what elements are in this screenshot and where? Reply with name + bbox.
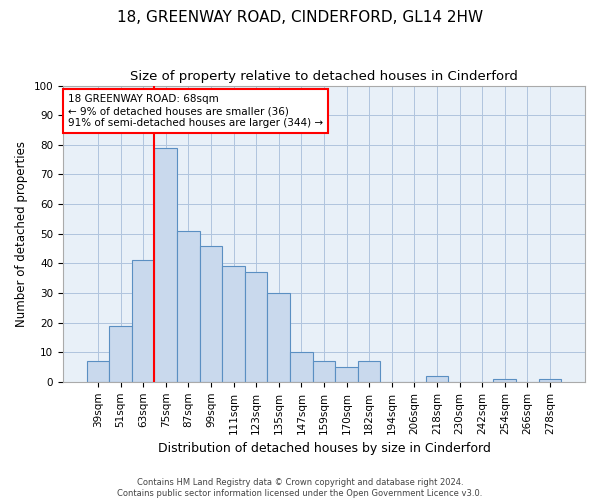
Bar (200, 246, 222, 382)
Bar (177, 230, 200, 382)
Bar (245, 272, 268, 382)
Text: Contains HM Land Registry data © Crown copyright and database right 2024.
Contai: Contains HM Land Registry data © Crown c… (118, 478, 482, 498)
Bar (290, 352, 313, 382)
Bar (222, 266, 245, 382)
Bar (493, 379, 516, 382)
Text: 18 GREENWAY ROAD: 68sqm
← 9% of detached houses are smaller (36)
91% of semi-det: 18 GREENWAY ROAD: 68sqm ← 9% of detached… (68, 94, 323, 128)
Title: Size of property relative to detached houses in Cinderford: Size of property relative to detached ho… (130, 70, 518, 83)
Bar (539, 379, 561, 382)
Text: 18, GREENWAY ROAD, CINDERFORD, GL14 2HW: 18, GREENWAY ROAD, CINDERFORD, GL14 2HW (117, 10, 483, 25)
X-axis label: Distribution of detached houses by size in Cinderford: Distribution of detached houses by size … (158, 442, 490, 455)
Bar (268, 293, 290, 382)
Bar (154, 148, 177, 382)
Bar (313, 361, 335, 382)
Bar (86, 361, 109, 382)
Y-axis label: Number of detached properties: Number of detached properties (15, 140, 28, 326)
Bar (109, 326, 132, 382)
Bar (425, 376, 448, 382)
Bar (358, 361, 380, 382)
Bar (335, 367, 358, 382)
Bar (132, 260, 154, 382)
